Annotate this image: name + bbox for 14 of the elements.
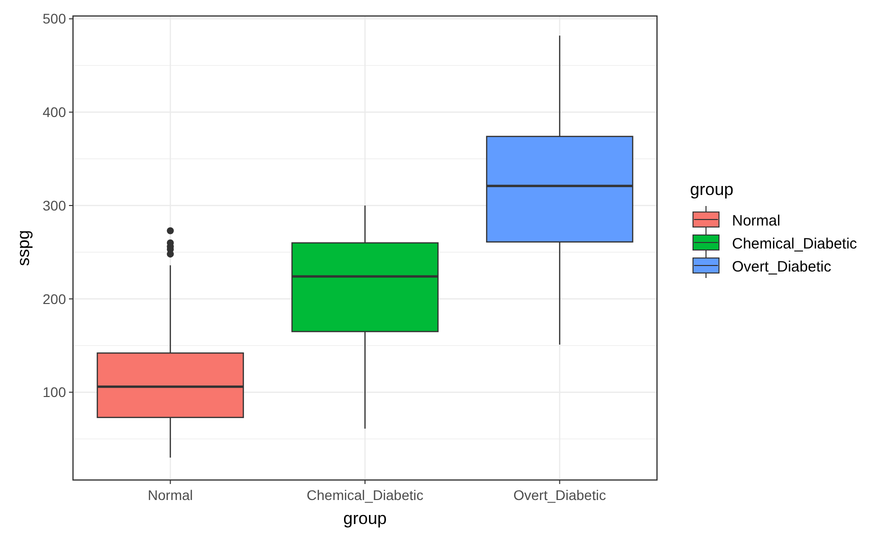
y-tick-label: 500 xyxy=(42,10,66,27)
legend-label: Overt_Diabetic xyxy=(732,258,832,276)
y-tick-label: 100 xyxy=(42,384,66,400)
y-axis-title: sspg xyxy=(14,230,33,266)
x-tick-label: Chemical_Diabetic xyxy=(306,487,424,503)
legend-title: group xyxy=(690,180,734,199)
y-tick-label: 200 xyxy=(42,290,66,307)
x-tick-label: Overt_Diabetic xyxy=(513,487,606,503)
x-axis-title: group xyxy=(343,509,387,528)
legend-label: Normal xyxy=(732,212,780,230)
x-tick-label: Normal xyxy=(148,487,193,503)
y-tick-label: 400 xyxy=(42,104,66,120)
y-tick-label: 300 xyxy=(42,197,66,214)
legend-label: Chemical_Diabetic xyxy=(732,235,858,252)
